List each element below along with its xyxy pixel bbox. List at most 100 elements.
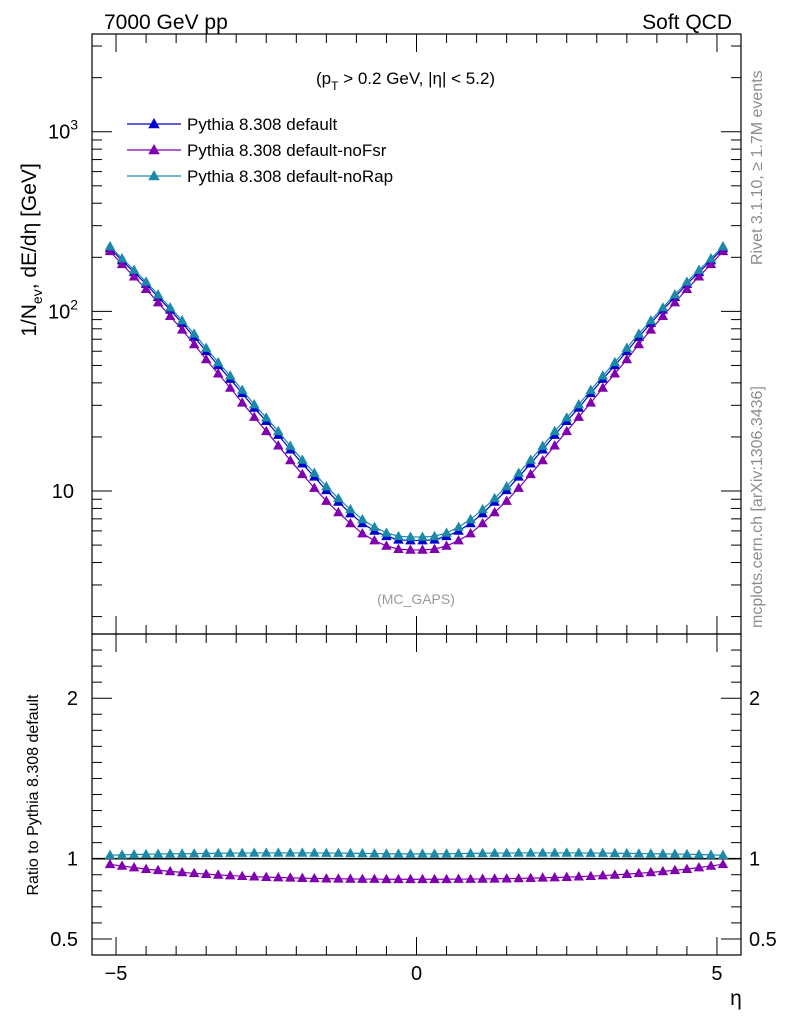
data-point <box>237 870 248 881</box>
data-point <box>405 873 416 884</box>
y-tick-label-right: 0.5 <box>749 929 777 951</box>
data-point <box>249 847 260 857</box>
data-point <box>393 873 404 884</box>
data-point <box>501 873 512 883</box>
data-point <box>200 353 212 364</box>
data-point <box>705 849 717 859</box>
data-point <box>297 454 308 464</box>
data-point <box>429 848 440 858</box>
data-point <box>561 425 572 436</box>
data-point <box>693 849 705 859</box>
data-point <box>333 873 344 883</box>
data-point <box>669 289 681 299</box>
ratio-tick-labels: 0.5 0.5 1 1 2 2 −5 0 5 <box>50 688 777 985</box>
data-point <box>657 865 669 876</box>
data-point <box>465 528 476 538</box>
data-point <box>212 847 224 858</box>
data-point <box>609 356 621 367</box>
data-point <box>633 848 645 858</box>
data-point <box>417 873 428 884</box>
data-point <box>549 871 560 882</box>
data-point <box>237 847 248 857</box>
data-point <box>621 868 633 878</box>
data-point <box>549 847 560 857</box>
data-point <box>285 872 296 882</box>
y-tick-label: 102 <box>48 296 78 323</box>
data-point <box>441 873 452 884</box>
data-point <box>657 310 669 321</box>
data-point <box>717 849 729 860</box>
data-point <box>633 328 645 338</box>
rivet-version-label: Rivet 3.1.10, ≥ 1.7M events <box>749 70 766 265</box>
header-left: 7000 GeV pp <box>104 11 228 34</box>
series-line <box>110 852 723 856</box>
data-point <box>489 873 500 883</box>
data-point <box>645 848 657 858</box>
data-point <box>717 245 729 256</box>
data-point <box>525 847 536 857</box>
x-axis-label: η <box>730 987 742 1010</box>
data-point <box>429 530 440 541</box>
data-point <box>200 847 212 858</box>
data-point <box>717 240 729 251</box>
data-point <box>369 873 380 883</box>
series-line <box>109 245 724 538</box>
series-line <box>109 863 724 880</box>
data-point <box>465 847 476 858</box>
data-point <box>705 252 717 263</box>
data-point <box>116 849 128 859</box>
data-point <box>140 863 152 873</box>
data-point <box>561 847 572 857</box>
data-point <box>261 412 272 422</box>
data-point <box>152 297 164 307</box>
data-point <box>657 848 669 858</box>
data-point <box>249 399 260 409</box>
data-point <box>357 528 368 538</box>
data-point <box>321 873 332 883</box>
data-point <box>224 370 236 380</box>
data-point <box>633 338 645 349</box>
data-point <box>681 276 693 286</box>
data-point <box>381 873 392 884</box>
data-point <box>261 871 272 882</box>
data-point <box>609 847 621 858</box>
data-point <box>357 847 368 858</box>
data-point <box>705 860 717 870</box>
data-point <box>405 531 416 541</box>
data-point <box>597 847 609 857</box>
data-point <box>669 297 681 307</box>
data-point <box>693 264 705 274</box>
data-point <box>152 289 164 299</box>
data-point <box>717 858 729 869</box>
series-line <box>109 250 724 551</box>
data-point <box>309 872 320 883</box>
data-point <box>465 513 476 524</box>
data-point <box>369 848 380 858</box>
data-point <box>200 868 212 878</box>
data-point <box>152 864 164 875</box>
data-point <box>453 521 464 531</box>
data-point <box>429 873 440 884</box>
data-point <box>176 866 188 877</box>
legend-marker <box>148 170 160 181</box>
data-point <box>381 848 392 858</box>
data-point <box>104 849 116 860</box>
legend-marker <box>148 144 160 155</box>
legend-entry: Pythia 8.308 default-noFsr <box>187 141 387 160</box>
data-point <box>345 847 356 858</box>
data-point <box>537 872 548 882</box>
legend-entry: Pythia 8.308 default <box>187 115 338 134</box>
data-point <box>297 847 308 857</box>
legend-marker <box>148 118 160 129</box>
ratio-frame <box>91 633 742 956</box>
data-point <box>128 849 140 859</box>
data-point <box>513 467 524 477</box>
data-point <box>549 425 560 436</box>
data-point <box>333 506 344 517</box>
data-point <box>597 370 609 380</box>
data-point <box>705 258 717 269</box>
y-tick-label: 0.5 <box>50 929 78 951</box>
x-tick-label: 5 <box>711 963 722 985</box>
data-point <box>212 368 224 378</box>
data-point <box>477 517 488 528</box>
